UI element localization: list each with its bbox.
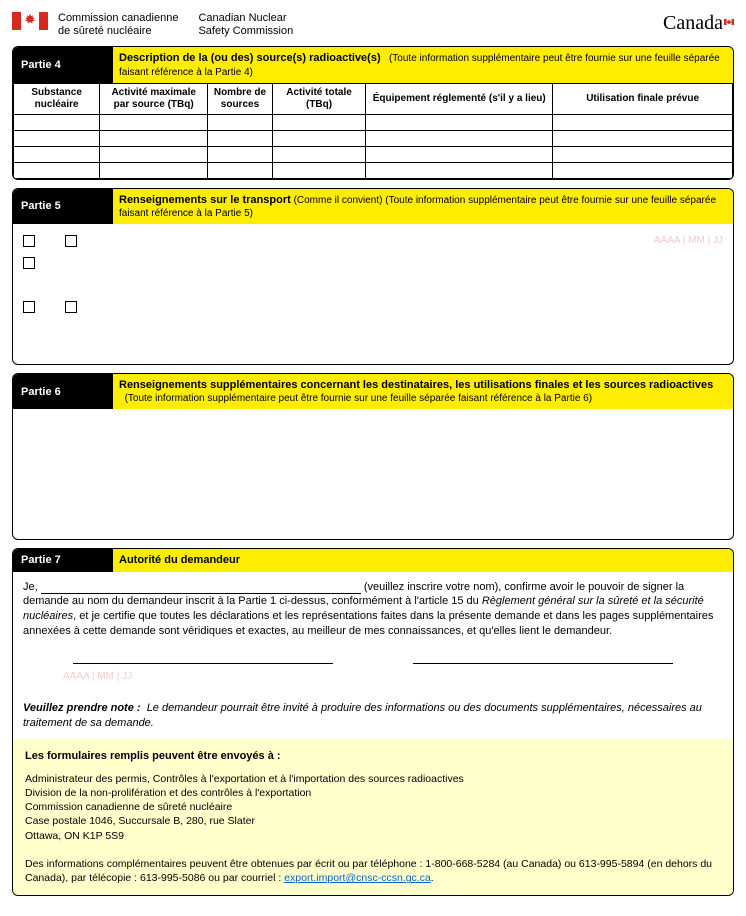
section-partie4: Partie 4 Description de la (ou des) sour… xyxy=(12,46,734,179)
partie7-title: Autorité du demandeur xyxy=(113,549,733,571)
agency-fr-line2: de sûreté nucléaire xyxy=(58,25,178,38)
partie7-header: Partie 7 Autorité du demandeur xyxy=(13,549,733,571)
footer-title: Les formulaires remplis peuvent être env… xyxy=(25,749,721,764)
partie4-header: Partie 4 Description de la (ou des) sour… xyxy=(13,47,733,82)
signature-row xyxy=(23,663,723,664)
table-row[interactable] xyxy=(14,162,733,178)
agency-en-line1: Canadian Nuclear xyxy=(198,12,293,25)
canada-flag-icon xyxy=(12,12,48,33)
table-row[interactable] xyxy=(14,114,733,130)
footer-addr3: Commission canadienne de sûreté nucléair… xyxy=(25,800,721,814)
checkbox[interactable] xyxy=(65,301,77,313)
checkbox[interactable] xyxy=(65,235,77,247)
partie6-label: Partie 6 xyxy=(13,374,113,409)
footer-email-link[interactable]: export.import@cnsc-ccsn.gc.ca xyxy=(284,872,431,884)
partie4-table: Substance nucléaire Activité maximale pa… xyxy=(13,83,733,179)
text-je: Je, xyxy=(23,581,38,593)
header-left: Commission canadienne de sûreté nucléair… xyxy=(12,12,293,38)
col-substance: Substance nucléaire xyxy=(14,83,100,114)
footer-addr1: Administrateur des permis, Contrôles à l… xyxy=(25,772,721,786)
note-block: Veuillez prendre note : Le demandeur pou… xyxy=(23,701,723,731)
table-row[interactable] xyxy=(14,146,733,162)
partie5-title: Renseignements sur le transport (Comme i… xyxy=(113,189,733,224)
section-partie6: Partie 6 Renseignements supplémentaires … xyxy=(12,373,734,540)
col-activite-totale: Activité totale (TBq) xyxy=(272,83,365,114)
signature-line-2[interactable] xyxy=(413,663,673,664)
checkbox[interactable] xyxy=(23,301,35,313)
partie4-label: Partie 4 xyxy=(13,47,113,82)
footer-addr4: Case postale 1046, Succursale B, 280, ru… xyxy=(25,814,721,828)
col-utilisation: Utilisation finale prévue xyxy=(553,83,733,114)
checkbox[interactable] xyxy=(23,235,35,247)
partie4-title: Description de la (ou des) source(s) rad… xyxy=(113,47,733,82)
partie5-label: Partie 5 xyxy=(13,189,113,224)
col-equipement: Équipement réglementé (s'il y a lieu) xyxy=(366,83,553,114)
name-field[interactable] xyxy=(41,581,361,594)
partie4-title-text: Description de la (ou des) source(s) rad… xyxy=(119,52,381,64)
date-placeholder: AAAA | MM | JJ xyxy=(654,235,723,246)
partie5-body: AAAA | MM | JJ xyxy=(13,224,733,364)
partie7-title-text: Autorité du demandeur xyxy=(119,554,240,566)
partie6-title-note: (Toute information supplémentaire peut ê… xyxy=(125,393,593,404)
footer-period: . xyxy=(431,872,434,884)
footer-box: Les formulaires remplis peuvent être env… xyxy=(13,739,733,895)
page-header: Commission canadienne de sûreté nucléair… xyxy=(12,12,734,46)
partie6-title-text: Renseignements supplémentaires concernan… xyxy=(119,379,713,391)
partie7-body: Je, (veuillez inscrire votre nom), confi… xyxy=(13,572,733,740)
footer-addr2: Division de la non-prolifération et des … xyxy=(25,786,721,800)
footer-info: Des informations complémentaires peuvent… xyxy=(25,857,721,885)
wordmark-flag-icon xyxy=(724,12,734,35)
signature-line-1[interactable] xyxy=(73,663,333,664)
note-label: Veuillez prendre note : xyxy=(23,702,141,714)
section-partie5: Partie 5 Renseignements sur le transport… xyxy=(12,188,734,365)
agency-en: Canadian Nuclear Safety Commission xyxy=(198,12,293,38)
agency-fr: Commission canadienne de sûreté nucléair… xyxy=(58,12,178,38)
partie6-header: Partie 6 Renseignements supplémentaires … xyxy=(13,374,733,409)
text-after: , et je certifie que toutes les déclarat… xyxy=(23,610,713,637)
partie7-label: Partie 7 xyxy=(13,549,113,571)
agency-en-line2: Safety Commission xyxy=(198,25,293,38)
col-nombre: Nombre de sources xyxy=(208,83,273,114)
partie5-header: Partie 5 Renseignements sur le transport… xyxy=(13,189,733,224)
partie5-title-text: Renseignements sur le transport xyxy=(119,194,291,206)
partie6-title: Renseignements supplémentaires concernan… xyxy=(113,374,733,409)
checkbox[interactable] xyxy=(23,257,35,269)
footer-addr5: Ottawa, ON K1P 5S9 xyxy=(25,829,721,843)
canada-wordmark: Canada xyxy=(663,12,734,35)
partie6-body[interactable] xyxy=(13,409,733,539)
date-placeholder-p7: AAAA | MM | JJ xyxy=(63,670,723,684)
agency-fr-line1: Commission canadienne xyxy=(58,12,178,25)
table-row[interactable] xyxy=(14,130,733,146)
declaration-text: Je, (veuillez inscrire votre nom), confi… xyxy=(23,580,723,639)
col-activite-max: Activité maximale par source (TBq) xyxy=(100,83,208,114)
agency-names: Commission canadienne de sûreté nucléair… xyxy=(58,12,293,38)
section-partie7: Partie 7 Autorité du demandeur Je, (veui… xyxy=(12,548,734,896)
wordmark-text: Canada xyxy=(663,12,723,35)
